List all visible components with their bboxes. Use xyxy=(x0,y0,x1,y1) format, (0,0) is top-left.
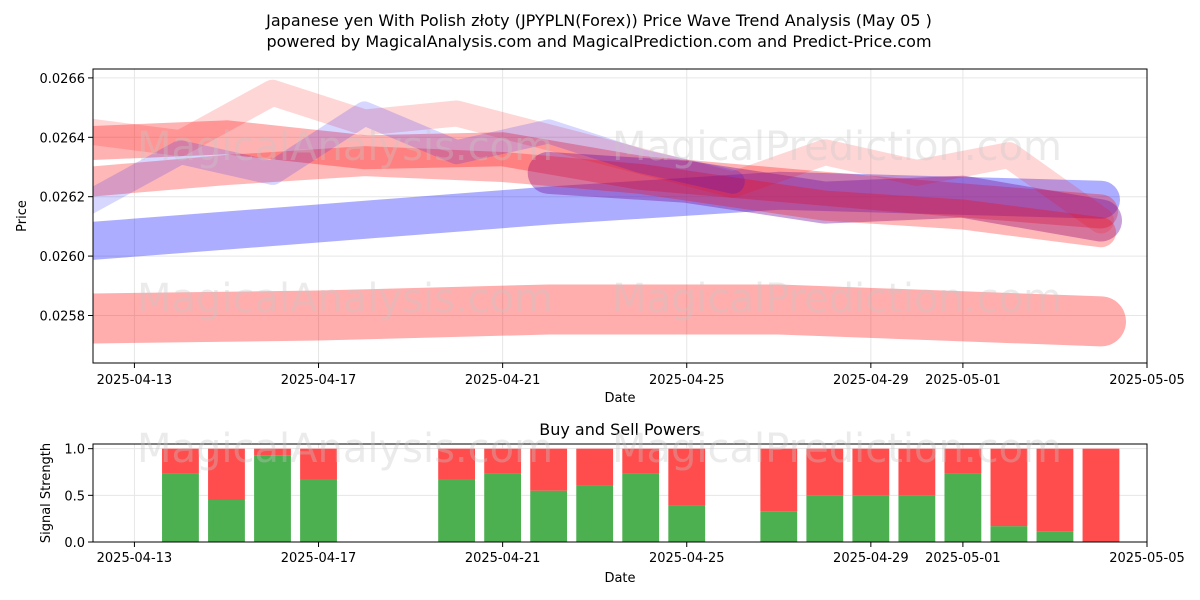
sell-bar xyxy=(484,448,522,474)
signal-y-tick-label: 0.0 xyxy=(64,536,85,551)
signal-y-tick-label: 1.0 xyxy=(64,443,85,458)
buy-bar xyxy=(806,495,844,542)
signal-x-tick-label: 2025-05-01 xyxy=(925,551,1001,566)
price-x-tick-label: 2025-04-29 xyxy=(833,373,909,388)
sell-bar xyxy=(898,448,936,496)
signal-bars xyxy=(162,448,1120,542)
watermark-analysis-bottom: MagicalAnalysis.com xyxy=(137,426,553,472)
sell-bar xyxy=(1082,448,1120,542)
watermark-analysis-top: MagicalAnalysis.com xyxy=(137,124,553,170)
chart-title-line2: powered by MagicalAnalysis.com and Magic… xyxy=(266,32,931,51)
buy-bar xyxy=(484,473,522,542)
signal-x-tick-label: 2025-04-25 xyxy=(649,551,725,566)
price-y-tick-label: 0.0266 xyxy=(40,72,86,87)
buy-bar xyxy=(300,479,337,542)
sell-bar xyxy=(806,448,844,496)
price-band-blue-6 xyxy=(93,101,745,214)
price-band-red-5 xyxy=(93,79,1114,234)
buy-bar xyxy=(990,526,1028,542)
price-band-red-2 xyxy=(93,120,1118,229)
price-y-tick-label: 0.0260 xyxy=(40,250,86,265)
sell-bar xyxy=(208,448,245,500)
price-band-purple-3 xyxy=(527,151,1122,242)
price-x-tick-label: 2025-04-21 xyxy=(465,373,541,388)
signal-x-tick-label: 2025-05-05 xyxy=(1109,551,1185,566)
price-x-tick-label: 2025-04-13 xyxy=(97,373,173,388)
sell-bar xyxy=(162,448,199,474)
signal-chart: Buy and Sell Powers 2025-04-13 2025-04-17… xyxy=(39,420,1185,586)
price-x-axis-label: Date xyxy=(604,391,635,406)
price-y-tick-label: 0.0262 xyxy=(40,191,86,206)
price-x-tick-label: 2025-05-05 xyxy=(1109,373,1185,388)
buy-bar xyxy=(852,495,890,542)
price-band-group xyxy=(93,79,1126,347)
sell-bar xyxy=(254,448,291,456)
signal-chart-title: Buy and Sell Powers xyxy=(539,420,701,439)
signal-y-tick-label: 0.5 xyxy=(64,489,85,504)
sell-bar xyxy=(1036,448,1074,532)
price-y-axis-label: Price xyxy=(15,200,30,232)
price-y-tick-label: 0.0258 xyxy=(40,309,86,324)
buy-bar xyxy=(668,505,706,542)
signal-x-axis-label: Date xyxy=(604,571,635,586)
watermark-prediction-bottom: MagicalPrediction.com xyxy=(612,426,1062,472)
watermark-analysis-mid: MagicalAnalysis.com xyxy=(137,276,553,322)
price-x-tick-label: 2025-04-17 xyxy=(281,373,357,388)
price-x-axis: 2025-04-13 2025-04-17 2025-04-21 2025-04-25… xyxy=(97,363,1185,388)
price-band-red-4 xyxy=(93,146,1116,248)
price-band-red-0 xyxy=(93,284,1126,347)
price-y-axis: 0.0258 0.0260 0.0262 0.0264 0.0266 xyxy=(40,72,93,324)
signal-x-tick-label: 2025-04-21 xyxy=(465,551,541,566)
chart-title-line1: Japanese yen With Polish złoty (JPYPLN(F… xyxy=(265,11,932,30)
buy-bar xyxy=(530,490,568,542)
signal-x-tick-label: 2025-04-29 xyxy=(833,551,909,566)
signal-x-tick-label: 2025-04-17 xyxy=(281,551,357,566)
price-bands xyxy=(93,79,1126,347)
signal-plot-frame xyxy=(92,443,1148,543)
signal-y-axis: 0.0 0.5 1.0 xyxy=(64,443,93,551)
price-band-blue-1 xyxy=(93,171,1120,260)
price-x-tick-label: 2025-04-25 xyxy=(649,373,725,388)
buy-bar xyxy=(162,473,199,542)
sell-bar xyxy=(530,448,568,491)
signal-x-tick-label: 2025-04-13 xyxy=(97,551,173,566)
sell-bar xyxy=(852,448,890,496)
sell-bar xyxy=(990,448,1028,527)
sell-bar xyxy=(944,448,982,474)
sell-bar xyxy=(576,448,614,486)
buy-bar xyxy=(760,511,798,542)
buy-bar xyxy=(622,473,660,542)
sell-bar xyxy=(760,448,798,512)
signal-y-axis-label: Signal Strength xyxy=(39,443,54,543)
buy-bar xyxy=(898,495,936,542)
price-grid xyxy=(93,69,1148,363)
sell-bar xyxy=(300,448,337,480)
signal-x-axis: 2025-04-13 2025-04-17 2025-04-21 2025-04-25… xyxy=(97,542,1185,566)
sell-bar xyxy=(668,448,706,506)
sell-bar xyxy=(438,448,476,480)
buy-bar xyxy=(254,455,291,542)
buy-bar xyxy=(208,500,245,542)
buy-bar xyxy=(576,485,614,542)
price-y-tick-label: 0.0264 xyxy=(40,131,86,146)
watermark-prediction-top: MagicalPrediction.com xyxy=(612,124,1062,170)
watermark-prediction-mid: MagicalPrediction.com xyxy=(612,276,1062,322)
price-x-tick-label: 2025-05-01 xyxy=(925,373,1001,388)
price-chart: 2025-04-13 2025-04-17 2025-04-21 2025-04-25… xyxy=(15,68,1185,406)
buy-bar xyxy=(438,479,476,542)
buy-bar xyxy=(1036,531,1074,542)
sell-bar xyxy=(622,448,660,474)
buy-bar xyxy=(944,473,982,542)
price-plot-frame xyxy=(92,68,1148,364)
